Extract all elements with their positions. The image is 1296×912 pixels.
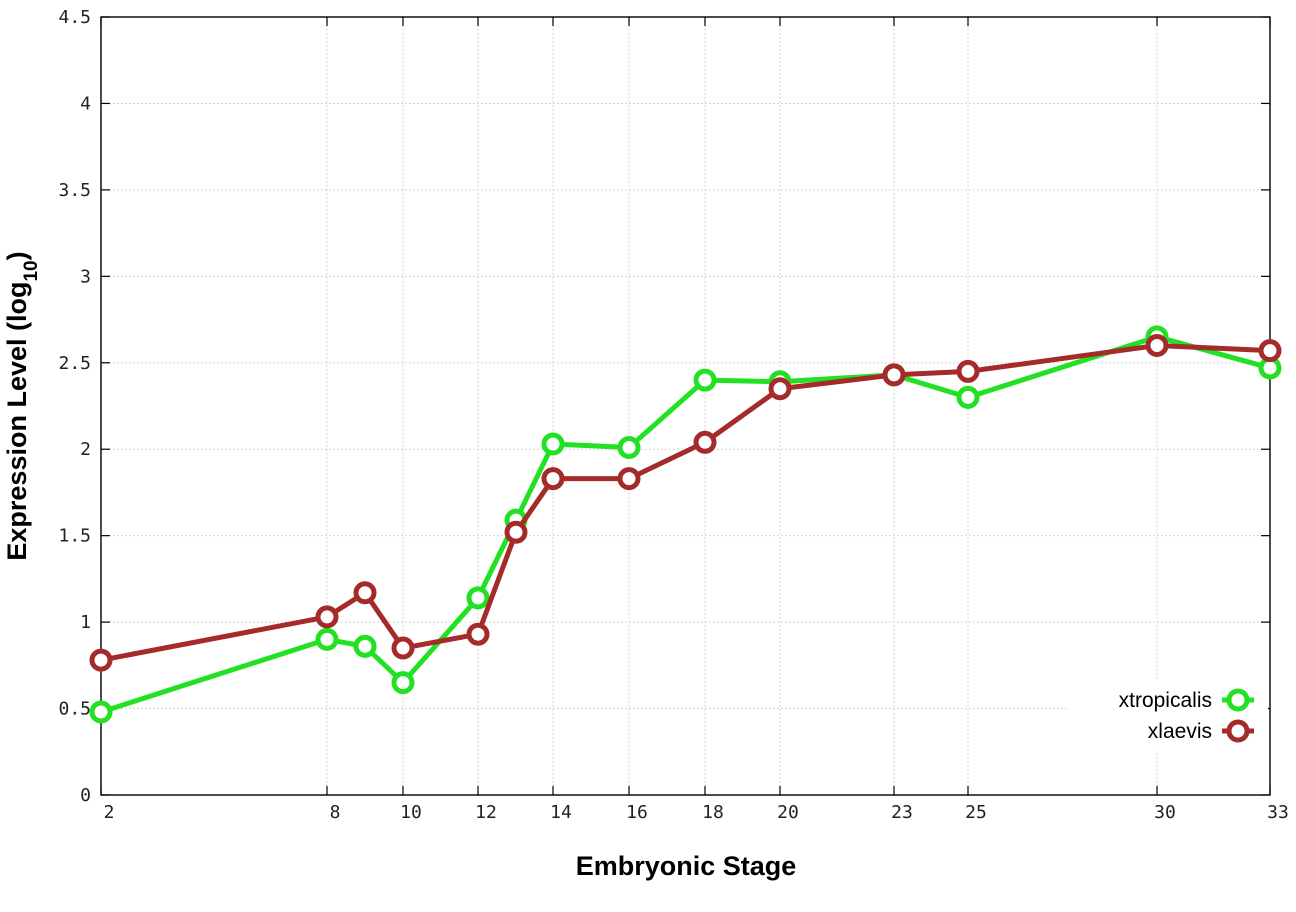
x-tick-label: 10: [400, 802, 422, 823]
x-tick-label: 2: [104, 802, 115, 823]
y-tick-label: 0.5: [58, 699, 91, 720]
x-tick-label: 8: [330, 802, 341, 823]
x-tick-label: 20: [777, 802, 799, 823]
y-tick-label: 3.5: [58, 180, 91, 201]
grid: [101, 17, 1270, 795]
data-point-xtropicalis: [92, 703, 110, 721]
data-point-xlaevis: [1261, 342, 1279, 360]
data-point-xlaevis: [959, 362, 977, 380]
legend-entry-xtropicalis: xtropicalis: [1119, 689, 1254, 712]
x-tick-label: 14: [550, 802, 572, 823]
data-point-xtropicalis: [394, 674, 412, 692]
x-tick-label: 18: [702, 802, 724, 823]
data-point-xlaevis: [885, 366, 903, 384]
legend-label-xlaevis: xlaevis: [1148, 720, 1212, 743]
x-tick-label: 12: [475, 802, 497, 823]
legend-entry-xlaevis: xlaevis: [1148, 720, 1254, 743]
x-tick-label: 23: [891, 802, 913, 823]
data-point-xlaevis: [318, 608, 336, 626]
legend-marker-xlaevis: [1229, 722, 1247, 740]
plot-frame: [101, 17, 1270, 795]
legend: xtropicalis xlaevis: [1068, 680, 1268, 750]
series-line-xlaevis: [101, 345, 1270, 660]
y-axis-title-main: Expression Level (log: [2, 282, 32, 561]
y-tick-label: 1: [80, 612, 91, 633]
data-point-xlaevis: [469, 625, 487, 643]
data-point-xtropicalis: [469, 589, 487, 607]
data-point-xlaevis: [356, 584, 374, 602]
x-tick-label: 33: [1267, 802, 1289, 823]
x-tick-label: 30: [1154, 802, 1176, 823]
y-tick-label: 2.5: [58, 353, 91, 374]
x-tick-label: 25: [965, 802, 987, 823]
y-tick-label: 3: [80, 266, 91, 287]
data-point-xtropicalis: [696, 371, 714, 389]
data-point-xtropicalis: [620, 438, 638, 456]
data-point-xlaevis: [696, 433, 714, 451]
y-axis-title-close: ): [2, 251, 32, 260]
data-point-xlaevis: [771, 380, 789, 398]
data-point-xtropicalis: [356, 637, 374, 655]
data-point-xlaevis: [507, 523, 525, 541]
y-axis-title: Expression Level (log10): [2, 251, 42, 560]
data-point-xlaevis: [92, 651, 110, 669]
legend-label-xtropicalis: xtropicalis: [1119, 689, 1212, 712]
data-point-xlaevis: [1148, 336, 1166, 354]
y-tick-label: 4.5: [58, 7, 91, 28]
data-point-xtropicalis: [544, 435, 562, 453]
data-point-xtropicalis: [318, 630, 336, 648]
data-point-xlaevis: [544, 470, 562, 488]
data-point-xtropicalis: [959, 388, 977, 406]
y-axis-title-subscript: 10: [21, 260, 42, 281]
x-axis-title: Embryonic Stage: [576, 851, 797, 881]
series-line-xtropicalis: [101, 337, 1270, 712]
series-group: [92, 328, 1279, 721]
x-tick-label: 16: [626, 802, 648, 823]
y-tick-label: 0: [80, 785, 91, 806]
y-tick-label: 4: [80, 93, 91, 114]
data-point-xlaevis: [394, 639, 412, 657]
y-tick-label: 1.5: [58, 526, 91, 547]
legend-marker-xtropicalis: [1229, 691, 1247, 709]
y-tick-label: 2: [80, 439, 91, 460]
data-point-xlaevis: [620, 470, 638, 488]
